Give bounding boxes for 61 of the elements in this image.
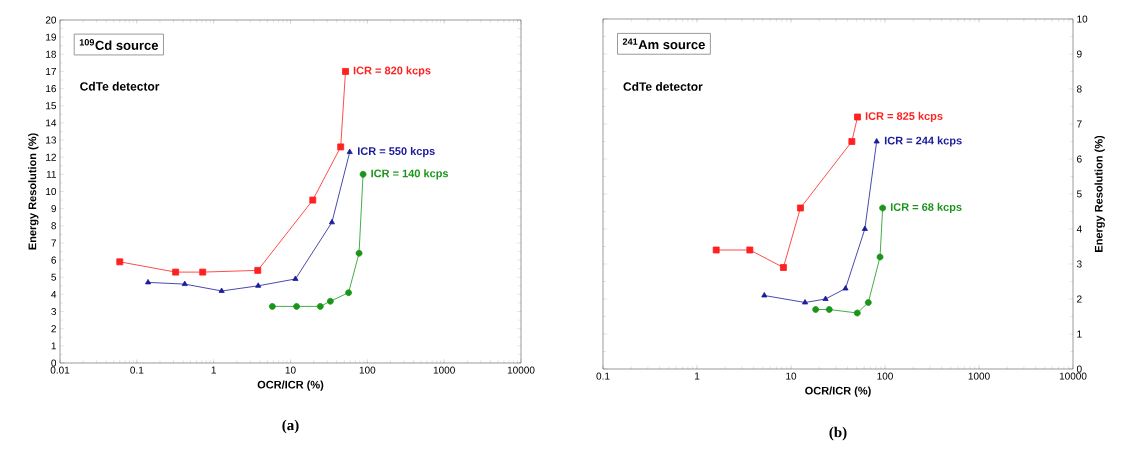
text: $^{109}$Cd source: [79, 39, 159, 50]
annotation: CdTe detector: [623, 82, 703, 91]
x-tick-label: 1000: [968, 372, 990, 380]
y-tick-label: 14: [46, 119, 57, 127]
y-tick-label: 16: [46, 85, 57, 93]
y-tick-label: 20: [45, 16, 57, 24]
series-label: ICR = 550 kcps: [358, 146, 435, 158]
x-tick-label: 100: [877, 372, 893, 380]
series-label: ICR = 68 kcps: [890, 202, 962, 214]
y2-axis-title: Energy Resolution (%): [1094, 135, 1105, 252]
y2-tick-label: 3: [1076, 260, 1082, 268]
y2-tick-label: 7: [1077, 120, 1082, 128]
x-tick-label: 0.1: [596, 372, 610, 380]
y-tick-label: 10: [46, 187, 57, 196]
y-tick-label: 15: [46, 102, 57, 110]
x-tick-label: 100: [359, 366, 376, 374]
series-label: ICR = 244 kcps: [884, 136, 962, 147]
y-tick-label: 6: [51, 256, 57, 264]
x-tick-label: 1000: [433, 366, 455, 374]
y-tick-label: 5: [51, 273, 57, 281]
y-tick-label: 8: [51, 222, 57, 230]
y2-tick-label: 2: [1077, 295, 1082, 303]
x-tick-label: 1: [695, 372, 700, 380]
y-tick-label: 7: [51, 239, 56, 247]
y-tick-label: 1: [51, 342, 56, 350]
y2-tick-label: 5: [1076, 190, 1082, 198]
x-tick-label: 10000: [507, 366, 535, 374]
x-tick-label: 10: [786, 372, 797, 380]
text: (b): [829, 426, 847, 441]
series-label: ICR = 140 kcps: [371, 169, 449, 180]
y-tick-label: 13: [46, 136, 57, 144]
series-label: ICR = 825 kcps: [865, 111, 943, 123]
y-tick-label: 12: [46, 153, 56, 161]
x-tick-label: 10: [285, 366, 296, 374]
y-tick-label: 11: [46, 170, 56, 178]
x-axis-title: OCR/ICR (%): [257, 380, 324, 391]
y-tick-label: 17: [46, 68, 56, 75]
y-axis-title: Energy Resolution (%): [28, 133, 39, 250]
y2-tick-label: 0: [1076, 365, 1082, 373]
y2-tick-label: 6: [1077, 155, 1082, 163]
x-axis-title: OCR/ICR (%): [805, 386, 871, 397]
series-label: ICR = 820 kcps: [353, 66, 431, 77]
text: $^{241}$Am source: [622, 38, 705, 50]
y-tick-label: 18: [46, 50, 57, 58]
x-tick-label: 1: [211, 366, 216, 374]
x-tick-label: 10000: [1059, 372, 1087, 380]
x-tick-label: 0.1: [130, 366, 144, 374]
y-tick-label: 9: [51, 205, 56, 213]
y-tick-label: 3: [51, 308, 57, 316]
text: (a): [282, 419, 299, 434]
x-tick-label: 0.01: [50, 366, 70, 374]
y2-tick-label: 4: [1076, 225, 1082, 233]
y-tick-label: 0: [51, 359, 57, 367]
y2-tick-label: 8: [1076, 85, 1082, 93]
y2-tick-label: 10: [1077, 15, 1088, 23]
y-tick-label: 2: [51, 325, 56, 333]
y-tick-label: 19: [46, 33, 56, 41]
y2-tick-label: 1: [1077, 330, 1082, 338]
annotation: CdTe detector: [80, 81, 160, 91]
y2-tick-label: 9: [1077, 50, 1082, 58]
y-tick-label: 4: [51, 290, 57, 298]
